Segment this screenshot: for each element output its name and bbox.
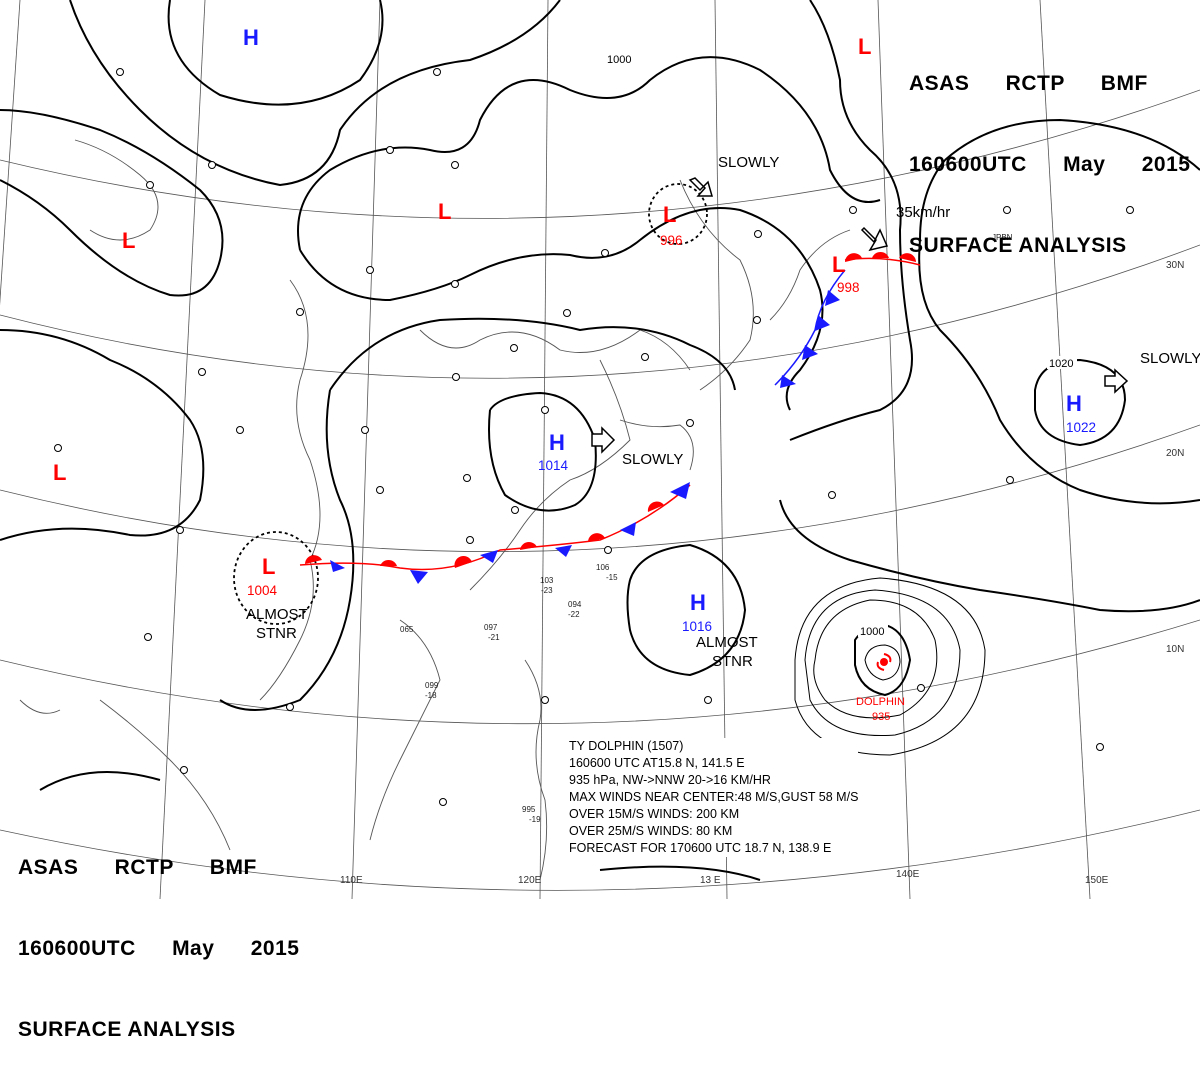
lat-label: 20N (1166, 448, 1184, 459)
low-center-value: 996 (660, 233, 683, 248)
lat-label: 10N (1166, 644, 1184, 655)
low-center: L (122, 228, 135, 253)
isobar-label: 1020 (1049, 358, 1073, 370)
header-bottom-line2: 160600UTC May 2015 (18, 937, 300, 960)
typhoon-info-line: TY DOLPHIN (1507) (569, 739, 684, 753)
typhoon-pressure: 935 (872, 711, 890, 723)
typhoon-info-line: 160600 UTC AT15.8 N, 141.5 E (569, 756, 745, 770)
stationary-front (299, 482, 691, 584)
region-label: JPBN (992, 233, 1013, 242)
lon-label: 13 E (700, 875, 721, 886)
cold-front (774, 269, 846, 388)
typhoon-symbol: DOLPHIN 935 (856, 653, 905, 723)
low-center: L (53, 460, 66, 485)
typhoon-info-line: 935 hPa, NW->NNW 20->16 KM/HR (569, 773, 771, 787)
low-center: L (832, 252, 845, 277)
station-value: 106 (596, 563, 610, 572)
station-value: -18 (425, 691, 437, 700)
header-top-line2: 160600UTC May 2015 (909, 153, 1191, 176)
header-top-line3: SURFACE ANALYSIS (909, 234, 1127, 257)
motion-label: SLOWLY (1140, 350, 1200, 367)
high-center-value: 1016 (682, 619, 712, 634)
arrow-east-1014 (591, 426, 616, 454)
header-bottom-line1: ASAS RCTP BMF (18, 856, 257, 879)
station-value: 065 (400, 625, 414, 634)
low-center: L (858, 34, 871, 59)
station-value: -15 (606, 573, 618, 582)
station-value: -23 (541, 586, 553, 595)
typhoon-info-line: OVER 25M/S WINDS: 80 KM (569, 824, 733, 838)
typhoon-info-line: OVER 15M/S WINDS: 200 KM (569, 807, 740, 821)
high-center: H (243, 25, 259, 50)
grid-labels: 30N 20N 10N 110E 120E 13 E 140E 150E JPB… (340, 233, 1184, 886)
dashed-circulations (233, 183, 708, 625)
motion-label: 35km/hr (896, 204, 950, 221)
typhoon-info-line: MAX WINDS NEAR CENTER:48 M/S,GUST 58 M/S (569, 790, 859, 804)
typhoon-info-line: FORECAST FOR 170600 UTC 18.7 N, 138.9 E (569, 841, 832, 855)
arrow-ne-slowly (688, 177, 713, 197)
motion-label-line1: ALMOST (696, 634, 758, 651)
low-center: L (663, 202, 676, 227)
arrow-ne-35kmh (860, 226, 889, 252)
lon-label: 150E (1085, 875, 1109, 886)
isobar-labels: 1000 1020 1000 (605, 52, 1077, 638)
high-center-value: 1014 (538, 458, 569, 473)
lon-label: 110E (340, 875, 363, 886)
header-bottom-line3: SURFACE ANALYSIS (18, 1018, 236, 1041)
station-value: 103 (540, 576, 554, 585)
lon-label: 140E (896, 869, 920, 880)
high-center: H (690, 590, 706, 615)
header-bottom: ASAS RCTP BMF 160600UTC May 2015 SURFACE… (18, 800, 299, 1070)
coastlines (19, 139, 851, 881)
high-center-value: 1022 (1066, 420, 1096, 435)
isobar-label: 1000 (860, 626, 884, 638)
pressure-centers: H L L L L L 996 L 998 H 1014 L 1004 H 10… (53, 25, 1096, 634)
lat-label: 30N (1166, 260, 1184, 271)
motion-labels: SLOWLY 35km/hr SLOWLY SLOWLY ALMOST STNR… (246, 154, 1200, 670)
motion-arrows (591, 177, 1129, 454)
high-center: H (1066, 391, 1082, 416)
station-markers (54, 68, 1134, 839)
typhoon-info: TY DOLPHIN (1507) 160600 UTC AT15.8 N, 1… (569, 738, 859, 857)
isobar-label: 1000 (607, 54, 631, 66)
motion-label-line2: STNR (256, 625, 297, 642)
station-value: 094 (568, 600, 582, 609)
arrow-east-1022 (1104, 368, 1129, 394)
motion-label: SLOWLY (718, 154, 779, 171)
low-center: L (438, 199, 451, 224)
lon-label: 120E (518, 875, 542, 886)
header-top: ASAS RCTP BMF 160600UTC May 2015 SURFACE… (909, 16, 1190, 286)
low-center: L (262, 554, 275, 579)
low-center-value: 998 (837, 280, 860, 295)
station-value: 099 (425, 681, 439, 690)
station-value: -21 (488, 633, 500, 642)
warm-front (844, 251, 921, 266)
station-plots: 995 -19 097 -21 106 -15 103 -23 094 -22 … (400, 563, 618, 824)
high-center: H (549, 430, 565, 455)
low-center-value: 1004 (247, 583, 278, 598)
motion-label-line2: STNR (712, 653, 753, 670)
station-value: 995 (522, 805, 536, 814)
motion-label-line1: ALMOST (246, 606, 308, 623)
motion-label: SLOWLY (622, 451, 683, 468)
station-value: -19 (529, 815, 541, 824)
typhoon-name: DOLPHIN (856, 696, 905, 708)
header-top-line1: ASAS RCTP BMF (909, 72, 1148, 95)
station-value: -22 (568, 610, 580, 619)
station-value: 097 (484, 623, 498, 632)
